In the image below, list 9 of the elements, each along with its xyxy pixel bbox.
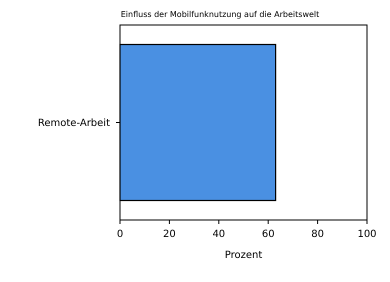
x-tick-label: 0 bbox=[116, 229, 124, 240]
x-tick-label: 20 bbox=[163, 229, 176, 240]
x-tick-label: 40 bbox=[212, 229, 226, 240]
x-tick-label: 80 bbox=[311, 229, 324, 240]
x-tick-label: 100 bbox=[357, 229, 377, 240]
chart-title: Einfluss der Mobilfunknutzung auf die Arbeitswelt bbox=[120, 10, 320, 19]
x-tick-label: 60 bbox=[262, 229, 275, 240]
y-tick-label: Remote-Arbeit bbox=[38, 118, 110, 129]
x-axis-title: Prozent bbox=[224, 250, 262, 261]
